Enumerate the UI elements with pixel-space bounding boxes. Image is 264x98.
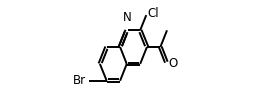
Text: Br: Br: [72, 74, 86, 87]
Text: O: O: [168, 57, 177, 70]
Text: Cl: Cl: [148, 7, 159, 20]
Text: N: N: [122, 11, 131, 24]
